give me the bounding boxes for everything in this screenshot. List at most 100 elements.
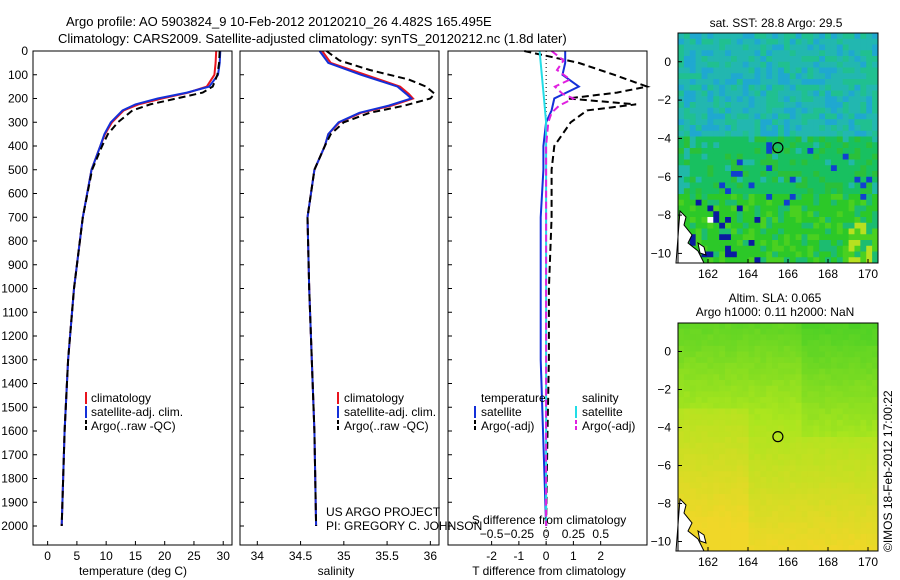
map-cell bbox=[801, 397, 808, 404]
map-cell bbox=[766, 211, 773, 218]
map-cell bbox=[736, 234, 744, 241]
map-cell bbox=[772, 188, 779, 195]
map-cell bbox=[683, 482, 691, 489]
map-cell bbox=[848, 107, 855, 114]
map-cell bbox=[783, 113, 791, 120]
map-cell bbox=[730, 211, 738, 218]
map-cell bbox=[730, 522, 738, 529]
map-cell bbox=[719, 448, 726, 455]
map-cell bbox=[748, 459, 755, 466]
map-cell bbox=[719, 73, 726, 80]
map-cell bbox=[778, 96, 785, 103]
map-cell bbox=[766, 488, 773, 495]
map-cell bbox=[795, 391, 802, 398]
map-cell bbox=[701, 499, 708, 506]
map-cell bbox=[695, 499, 702, 506]
map-cell bbox=[866, 516, 873, 523]
map-cell bbox=[742, 33, 749, 40]
map-cell bbox=[754, 414, 761, 421]
map-cell bbox=[689, 50, 697, 57]
map-cell bbox=[760, 73, 767, 80]
map-cell bbox=[819, 340, 826, 347]
map-cell bbox=[713, 38, 720, 45]
map-cell bbox=[854, 67, 861, 74]
map-cell bbox=[807, 340, 814, 347]
map-cell bbox=[848, 188, 855, 195]
temperature-plot-frame bbox=[32, 50, 233, 546]
map-cell bbox=[801, 448, 808, 455]
map-cell bbox=[778, 328, 785, 335]
map-cell bbox=[795, 205, 802, 212]
map-cell bbox=[725, 217, 732, 224]
map-cell bbox=[813, 328, 820, 335]
map-cell bbox=[719, 245, 726, 252]
map-cell bbox=[783, 199, 791, 206]
map-cell bbox=[736, 539, 744, 546]
map-cell bbox=[866, 362, 873, 369]
map-cell bbox=[795, 102, 802, 109]
map-cell bbox=[695, 119, 702, 126]
map-cell bbox=[783, 50, 791, 57]
map-cell bbox=[819, 159, 826, 166]
map-cell bbox=[713, 516, 720, 523]
map-cell bbox=[695, 125, 702, 132]
x-tick-label: 36 bbox=[424, 549, 438, 563]
map-cell bbox=[789, 380, 797, 387]
map-cell bbox=[683, 402, 691, 409]
map-cell bbox=[795, 419, 802, 426]
map-cell bbox=[748, 323, 755, 330]
y-tick-label: 0 bbox=[664, 345, 671, 359]
map-cell bbox=[830, 419, 838, 426]
map-cell bbox=[683, 368, 691, 375]
map-cell bbox=[825, 408, 832, 415]
map-cell bbox=[742, 44, 749, 51]
map-cell bbox=[719, 199, 726, 206]
map-cell bbox=[813, 374, 820, 381]
map-cell bbox=[754, 102, 761, 109]
map-cell bbox=[736, 125, 744, 132]
map-cell bbox=[742, 251, 749, 258]
map-cell bbox=[766, 328, 773, 335]
map-cell bbox=[813, 397, 820, 404]
map-cell bbox=[842, 194, 849, 201]
map-cell bbox=[748, 217, 755, 224]
map-cell bbox=[783, 488, 791, 495]
map-cell bbox=[819, 476, 826, 483]
y-tick-label: 500 bbox=[8, 163, 28, 177]
map-cell bbox=[813, 90, 820, 97]
map-cell bbox=[689, 402, 697, 409]
map-cell bbox=[872, 222, 879, 229]
map-cell bbox=[783, 38, 791, 45]
map-cell bbox=[707, 44, 714, 51]
map-cell bbox=[736, 217, 744, 224]
map-cell bbox=[842, 494, 849, 501]
map-cell bbox=[748, 374, 755, 381]
map-cell bbox=[836, 402, 844, 409]
map-cell bbox=[813, 431, 820, 438]
map-cell bbox=[713, 374, 720, 381]
map-cell bbox=[848, 334, 855, 341]
figure-title-line1: Argo profile: AO 5903824_9 10-Feb-2012 2… bbox=[66, 14, 492, 29]
map-cell bbox=[707, 442, 714, 449]
map-cell bbox=[795, 107, 802, 114]
map-cell bbox=[701, 488, 708, 495]
map-cell bbox=[713, 425, 720, 432]
map-cell bbox=[730, 107, 738, 114]
map-cell bbox=[842, 391, 849, 398]
map-cell bbox=[725, 125, 732, 132]
map-cell bbox=[725, 391, 732, 398]
map-cell bbox=[707, 257, 714, 264]
map-cell bbox=[725, 102, 732, 109]
map-cell bbox=[789, 476, 797, 483]
map-cell bbox=[772, 211, 779, 218]
map-cell bbox=[719, 33, 726, 40]
map-cell bbox=[730, 130, 738, 137]
map-cell bbox=[742, 539, 749, 546]
map-cell bbox=[748, 234, 755, 241]
map-cell bbox=[836, 50, 844, 57]
map-cell bbox=[807, 234, 814, 241]
map-cell bbox=[807, 397, 814, 404]
map-cell bbox=[854, 171, 861, 178]
map-cell bbox=[854, 334, 861, 341]
map-cell bbox=[730, 442, 738, 449]
